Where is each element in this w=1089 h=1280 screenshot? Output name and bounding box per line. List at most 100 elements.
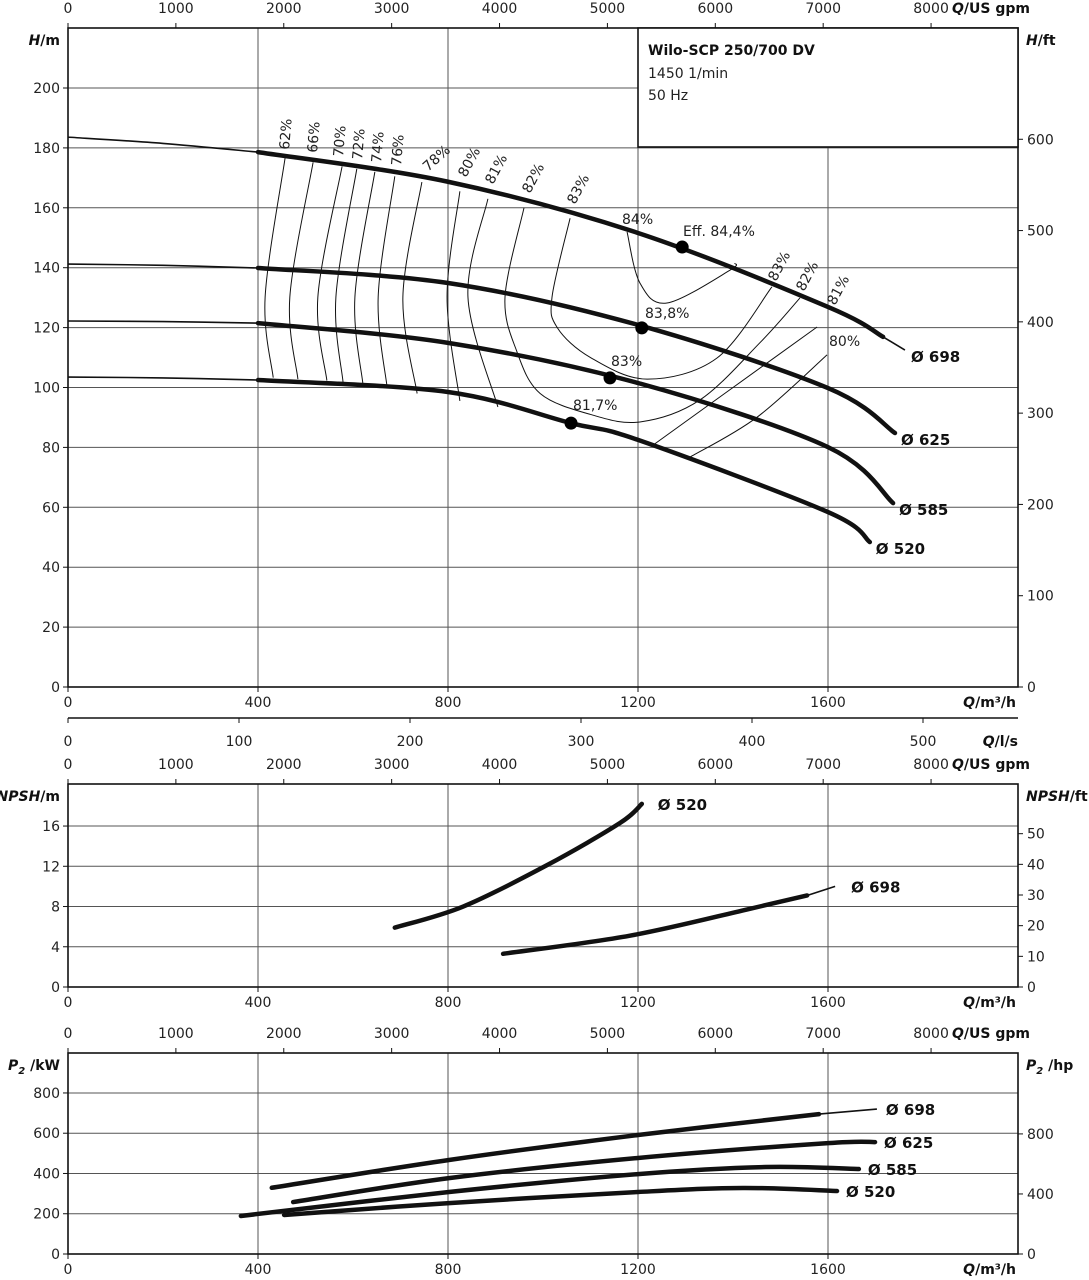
efficiency-line — [264, 158, 286, 378]
y-axis-label-right: P2 /hp — [1026, 1058, 1073, 1077]
y-tick-label: 600 — [33, 1126, 60, 1142]
efficiency-line — [446, 191, 461, 402]
operating-point-label: Eff. 84,4% — [683, 224, 755, 240]
right-tick-label: 600 — [1027, 132, 1054, 148]
diameter-label: Ø 698 — [911, 348, 960, 366]
top-axis-unit: /US gpm — [964, 1, 1030, 17]
x-tick-label: 400 — [245, 995, 272, 1011]
plot-frame — [67, 783, 1019, 988]
right-tick-label: 300 — [1027, 406, 1054, 422]
y-tick-label: 4 — [51, 940, 60, 956]
y-tick-label: 160 — [33, 201, 60, 217]
performance-curve — [255, 149, 886, 340]
curve-tail — [806, 885, 836, 897]
diameter-label: Ø 585 — [899, 501, 948, 519]
top-tick-label: 7000 — [805, 757, 841, 773]
x-axis-label: Q/m³/h — [963, 695, 1016, 711]
diameter-label: Ø 698 — [886, 1101, 935, 1119]
x-tick-label: 1200 — [620, 1262, 656, 1278]
ls-axis-unit: /l/s — [995, 734, 1018, 750]
y-tick-label: 20 — [42, 620, 60, 636]
top-tick-label: 1000 — [158, 757, 194, 773]
top-tick-label: 3000 — [374, 757, 410, 773]
y-axis-symbol: NPSH — [1026, 789, 1070, 805]
top-tick-label: 1000 — [158, 1, 194, 17]
top-tick-label: 2000 — [266, 1, 302, 17]
performance-curve — [290, 1139, 878, 1205]
efficiency-label: 82% — [519, 161, 548, 196]
y-axis-unit: /m — [40, 33, 60, 49]
efficiency-line — [354, 171, 376, 385]
y-tick-label: 400 — [33, 1166, 60, 1182]
performance-curve — [255, 265, 898, 436]
y-axis-label-left: P2 /kW — [8, 1058, 60, 1077]
diameter-label: Ø 520 — [658, 796, 707, 814]
ls-tick-label: 0 — [64, 734, 73, 750]
right-tick-label: 40 — [1027, 857, 1045, 873]
top-axis-label: Q/US gpm — [952, 1, 1030, 17]
x-axis-unit: /m³/h — [975, 695, 1016, 711]
top-tick-label: 2000 — [266, 757, 302, 773]
y-tick-label: 100 — [33, 381, 60, 397]
top-axis-symbol: Q — [952, 1, 964, 17]
efficiency-line — [504, 207, 801, 424]
efficiency-line — [288, 162, 314, 380]
diameter-label: Ø 625 — [901, 431, 950, 449]
pump-frequency: 50 Hz — [648, 88, 688, 104]
y-axis-symbol: P — [8, 1058, 19, 1074]
top-tick-label: 7000 — [805, 1, 841, 17]
x-tick-label: 1200 — [620, 695, 656, 711]
efficiency-label: 70% — [331, 125, 350, 157]
efficiency-label: 82% — [793, 259, 822, 294]
y-axis-unit: /kW — [25, 1058, 60, 1074]
x-tick-label: 800 — [435, 995, 462, 1011]
y-axis-unit: /m — [40, 789, 60, 805]
x-tick-label: 1600 — [810, 695, 846, 711]
top-axis-unit: /US gpm — [964, 757, 1030, 773]
y-axis-symbol: P — [1026, 1058, 1037, 1074]
y-axis-symbol: H — [1026, 33, 1038, 49]
right-tick-label: 0 — [1027, 1247, 1036, 1263]
top-axis-symbol: Q — [952, 757, 964, 773]
diameter-label: Ø 520 — [846, 1183, 895, 1201]
top-tick-label: 0 — [64, 1026, 73, 1042]
right-tick-label: 800 — [1027, 1127, 1054, 1143]
y-tick-label: 200 — [33, 1207, 60, 1223]
efficiency-line — [402, 181, 423, 394]
efficiency-line — [626, 231, 737, 304]
x-tick-label: 1200 — [620, 995, 656, 1011]
y-tick-label: 0 — [51, 1247, 60, 1263]
x-axis-label: Q/m³/h — [963, 1262, 1016, 1278]
ls-tick-label: 100 — [226, 734, 253, 750]
efficiency-label: 74% — [369, 131, 388, 163]
right-tick-label: 10 — [1027, 949, 1045, 965]
x-tick-label: 800 — [435, 1262, 462, 1278]
performance-curve — [255, 377, 873, 545]
y-tick-label: 0 — [51, 680, 60, 696]
right-tick-label: 500 — [1027, 224, 1054, 240]
operating-point-label: 81,7% — [573, 398, 617, 414]
ls-tick-label: 300 — [568, 734, 595, 750]
efficiency-label: 81% — [824, 273, 853, 308]
performance-curve — [281, 1185, 840, 1218]
y-axis-symbol: H — [29, 33, 41, 49]
y-axis-subscript: 2 — [18, 1066, 25, 1077]
x-tick-label: 1600 — [810, 995, 846, 1011]
y-tick-label: 16 — [42, 819, 60, 835]
x-tick-label: 0 — [64, 695, 73, 711]
y-axis-label-left: NPSH/m — [0, 789, 60, 805]
y-axis-subscript: 2 — [1036, 1066, 1043, 1077]
performance-curve — [392, 801, 645, 930]
efficiency-label: 83% — [564, 172, 593, 207]
efficiency-line — [550, 218, 773, 380]
top-tick-label: 6000 — [697, 757, 733, 773]
top-tick-label: 2000 — [266, 1026, 302, 1042]
efficiency-line — [335, 168, 358, 383]
top-tick-label: 6000 — [697, 1, 733, 17]
curve-thin-segment — [67, 136, 259, 153]
curve-tail — [818, 1108, 877, 1115]
operating-point — [603, 371, 617, 385]
top-tick-label: 0 — [64, 1, 73, 17]
pump-speed: 1450 1/min — [648, 66, 728, 82]
ls-tick-label: 400 — [739, 734, 766, 750]
